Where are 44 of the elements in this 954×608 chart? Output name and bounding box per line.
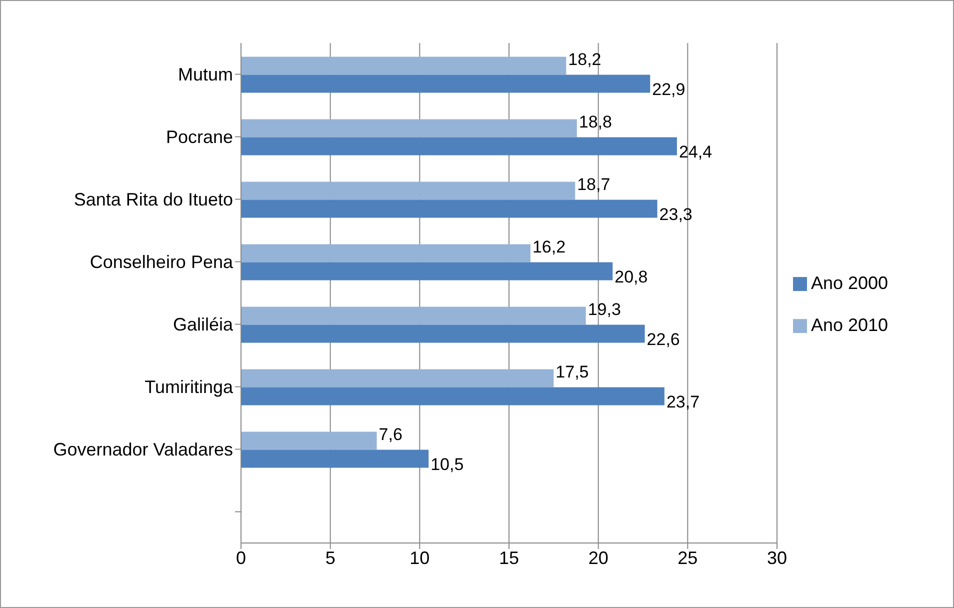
y-tick-label: Tumiritinga	[144, 377, 234, 398]
x-tick-label: 5	[325, 548, 336, 568]
data-label: 17,5	[556, 362, 589, 382]
x-tick-label: 15	[498, 548, 520, 568]
y-tick-label: Santa Rita do Itueto	[74, 190, 233, 210]
y-tick-label: Governador Valadares	[53, 440, 233, 460]
bar	[241, 200, 658, 218]
bar	[241, 74, 650, 93]
bar	[241, 244, 530, 262]
data-label: 23,3	[659, 204, 692, 224]
data-label: 18,7	[577, 174, 610, 194]
bar	[241, 432, 377, 450]
data-label: 19,3	[588, 300, 621, 319]
y-tick-label: Mutum	[178, 64, 233, 85]
data-label: 10,5	[430, 454, 464, 474]
bar	[241, 137, 677, 156]
bar	[241, 56, 566, 75]
bar	[241, 262, 613, 280]
bar	[241, 369, 554, 388]
data-label: 18,8	[578, 112, 612, 132]
data-label: 22,9	[652, 80, 686, 99]
x-tick-label: 30	[766, 548, 788, 568]
data-label: 18,2	[568, 50, 602, 69]
legend-label: Ano 2010	[811, 315, 888, 335]
bar	[241, 450, 429, 468]
y-tick-label: Conselheiro Pena	[90, 252, 234, 272]
bar	[241, 387, 664, 406]
legend-label: Ano 2000	[811, 273, 888, 293]
data-label: 16,2	[532, 237, 566, 256]
y-tick-label: Pocrane	[166, 127, 233, 148]
x-tick-label: 0	[236, 548, 246, 568]
y-tick-label: Galiléia	[172, 314, 234, 335]
bar	[241, 119, 577, 138]
x-tick-label: 25	[678, 548, 698, 568]
x-tick-label: 20	[588, 548, 608, 568]
data-label: 23,7	[666, 392, 700, 412]
data-label: 7,6	[378, 424, 402, 444]
bar	[241, 306, 586, 325]
data-label: 24,4	[678, 142, 712, 162]
bar	[241, 324, 645, 343]
data-label: 20,8	[614, 267, 648, 286]
x-tick-label: 10	[410, 548, 430, 568]
data-label: 22,6	[646, 330, 680, 349]
bar	[241, 182, 576, 200]
